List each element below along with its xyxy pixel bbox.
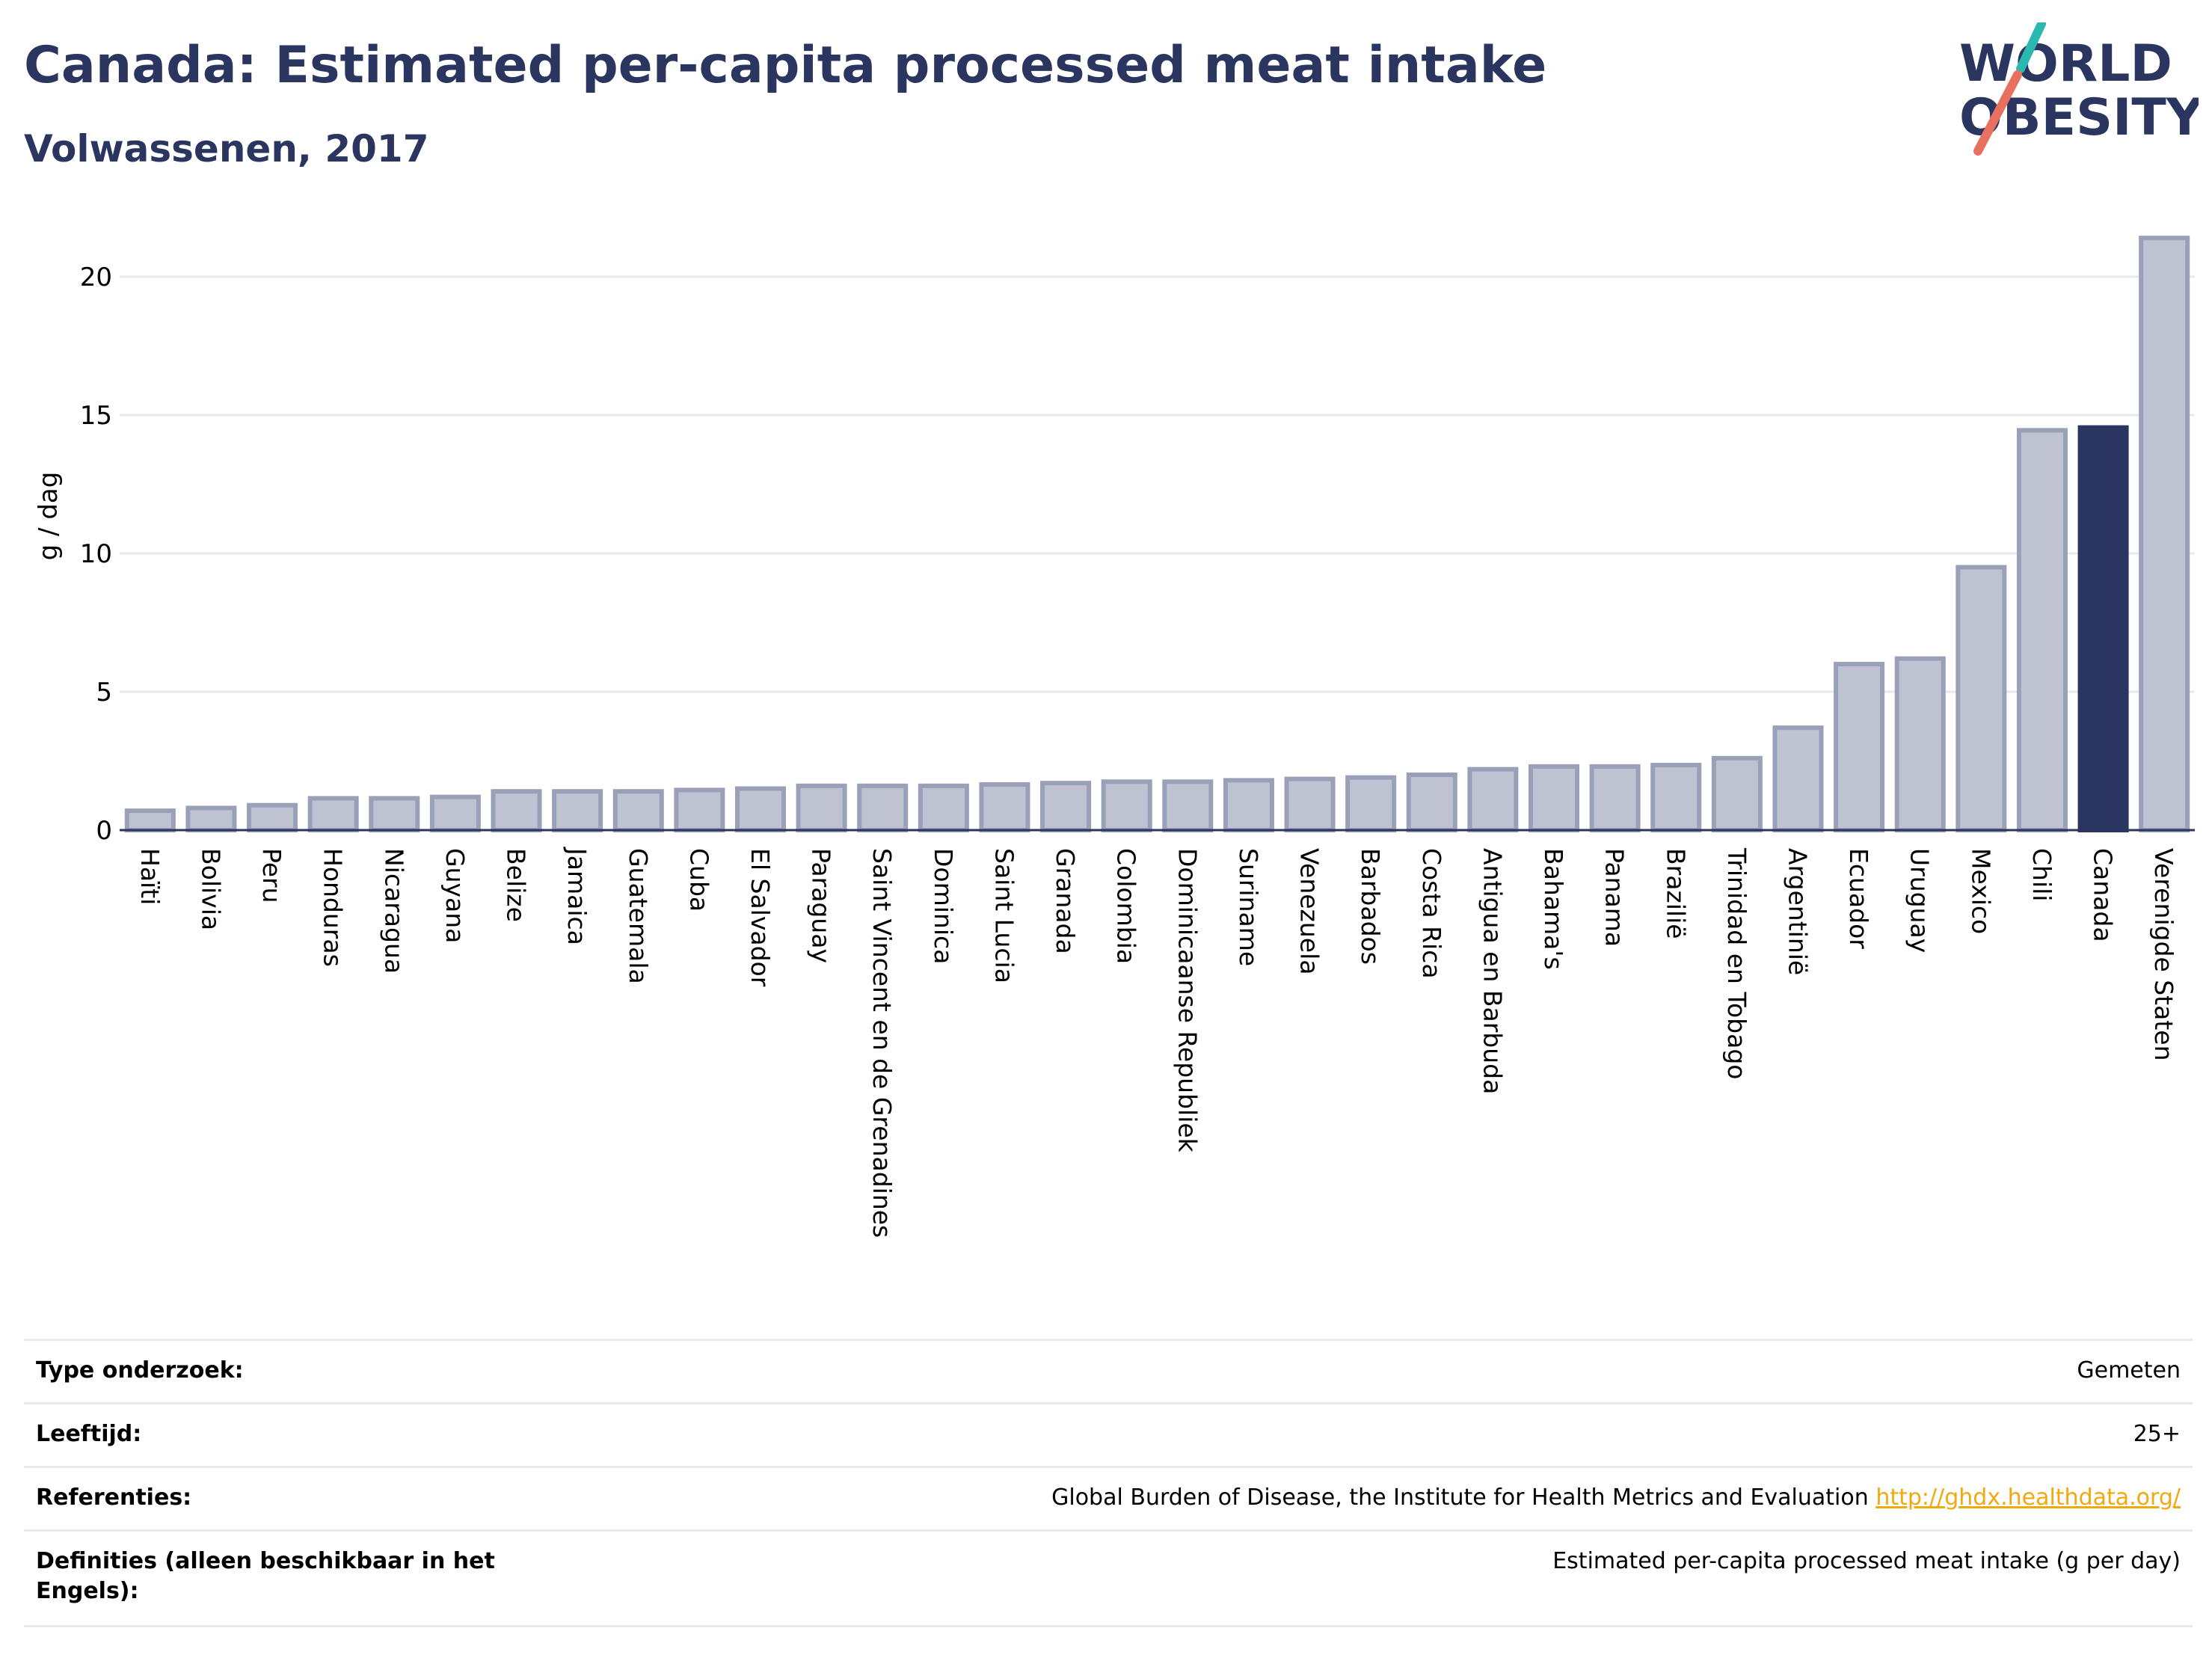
x-tick-label: Granada bbox=[1051, 848, 1080, 954]
x-tick-label: Chili bbox=[2027, 848, 2056, 901]
gridlines bbox=[120, 275, 2195, 693]
bar bbox=[1650, 763, 1702, 832]
bar bbox=[185, 805, 237, 833]
bar bbox=[674, 787, 725, 832]
info-value: Global Burden of Disease, the Institute … bbox=[1051, 1484, 2181, 1511]
info-value: 25+ bbox=[2133, 1421, 2181, 1447]
x-tick-label: Canada bbox=[2089, 848, 2118, 942]
info-label: Definities (alleen beschikbaar in het En… bbox=[36, 1548, 495, 1604]
bar bbox=[918, 783, 969, 833]
x-tick-label: Jamaica bbox=[562, 847, 592, 945]
x-tick-label: Honduras bbox=[319, 848, 348, 967]
info-table: Type onderzoek: Gemeten Leeftijd: 25+ Refere… bbox=[24, 1339, 2193, 1627]
bar bbox=[979, 782, 1030, 832]
x-tick-label: Barbados bbox=[1356, 848, 1385, 965]
bar bbox=[247, 802, 298, 832]
bar bbox=[1040, 781, 1092, 832]
bar bbox=[857, 783, 909, 833]
bar bbox=[1956, 565, 2007, 832]
x-tick-label: Saint Vincent en de Grenadines bbox=[867, 848, 897, 1238]
bar bbox=[2077, 425, 2129, 832]
x-tick-label: Verenigde Staten bbox=[2149, 848, 2178, 1061]
bar bbox=[1406, 773, 1457, 832]
bar bbox=[1345, 775, 1397, 832]
logo-slash-coral bbox=[1973, 70, 2022, 156]
bar bbox=[1101, 779, 1152, 832]
info-row: Referenties: Global Burden of Disease, th… bbox=[24, 1466, 2193, 1529]
x-tick-label: Haïti bbox=[135, 848, 165, 905]
y-tick-label: 5 bbox=[96, 678, 112, 707]
x-axis-labels: Haïti Bolivia Peru Honduras Nicaragua Guyana B… bbox=[135, 847, 2178, 1238]
x-tick-label: Paraguay bbox=[807, 848, 836, 963]
bar bbox=[1589, 764, 1641, 833]
info-row: Type onderzoek: Gemeten bbox=[24, 1339, 2193, 1402]
chart-subtitle: Volwassenen, 2017 bbox=[24, 127, 429, 171]
y-axis-label: g / dag bbox=[34, 472, 64, 561]
x-tick-label: Mexico bbox=[1966, 848, 1995, 934]
chart-title: Canada: Estimated per-capita processed m… bbox=[24, 36, 1547, 95]
bar bbox=[734, 786, 786, 832]
bar bbox=[1711, 755, 1763, 832]
bar bbox=[2139, 236, 2190, 832]
x-tick-label: Saint Lucia bbox=[989, 848, 1019, 983]
info-value: Estimated per-capita processed meat inta… bbox=[1552, 1548, 2181, 1574]
bar bbox=[2016, 428, 2068, 832]
reference-link[interactable]: http://ghdx.healthdata.org/ bbox=[1875, 1484, 2181, 1511]
y-tick-label: 20 bbox=[80, 262, 112, 292]
info-label: Leeftijd: bbox=[36, 1421, 142, 1447]
x-tick-label: Peru bbox=[257, 848, 286, 903]
x-tick-label: Belize bbox=[502, 848, 531, 922]
bar bbox=[1772, 725, 1824, 832]
bar bbox=[491, 789, 542, 832]
x-tick-label: Uruguay bbox=[1905, 848, 1935, 953]
x-tick-label: Argentinië bbox=[1783, 848, 1812, 975]
x-tick-label: Panama bbox=[1600, 848, 1629, 947]
bar bbox=[1467, 767, 1519, 832]
x-tick-label: Dominica bbox=[929, 848, 958, 964]
bar bbox=[1284, 776, 1336, 833]
bar bbox=[1162, 779, 1214, 832]
bar bbox=[1529, 764, 1580, 833]
y-tick-label: 15 bbox=[80, 401, 112, 431]
x-tick-label: Guatemala bbox=[624, 848, 653, 984]
x-tick-label: Bolivia bbox=[196, 848, 225, 930]
bar bbox=[307, 796, 359, 832]
bar bbox=[124, 808, 176, 832]
x-tick-label: Ecuador bbox=[1844, 848, 1873, 949]
x-tick-label: Bahama's bbox=[1539, 848, 1568, 970]
bar bbox=[1223, 778, 1274, 833]
logo-slash-teal bbox=[2016, 22, 2046, 73]
bar bbox=[796, 783, 847, 833]
x-tick-label: Colombia bbox=[1112, 848, 1141, 964]
x-tick-label: Cuba bbox=[684, 848, 713, 912]
y-tick-label: 0 bbox=[96, 816, 112, 846]
bar bbox=[369, 796, 420, 832]
x-tick-label: Dominicaanse Republiek bbox=[1173, 848, 1202, 1153]
x-tick-label: Suriname bbox=[1234, 848, 1263, 966]
info-label: Type onderzoek: bbox=[36, 1357, 244, 1384]
bar bbox=[1894, 656, 1946, 832]
x-tick-label: Brazilië bbox=[1661, 848, 1690, 939]
info-value: Gemeten bbox=[2077, 1357, 2181, 1384]
x-tick-label: Costa Rica bbox=[1417, 848, 1446, 979]
x-tick-label: Antigua en Barbuda bbox=[1478, 848, 1507, 1094]
bar bbox=[612, 789, 664, 832]
bar bbox=[1834, 662, 1885, 832]
info-row: Leeftijd: 25+ bbox=[24, 1402, 2193, 1466]
x-tick-label: Trinidad en Tobago bbox=[1722, 847, 1751, 1080]
bars bbox=[124, 236, 2190, 833]
bar bbox=[429, 794, 481, 832]
info-label: Referenties: bbox=[36, 1484, 192, 1511]
y-axis-ticks: 0 5 10 15 20 bbox=[80, 262, 112, 846]
bar bbox=[552, 789, 603, 832]
world-obesity-logo: WORLD OBESITY bbox=[1959, 22, 2199, 156]
logo-text-world: WORLD bbox=[1959, 34, 2172, 93]
x-tick-label: Venezuela bbox=[1295, 848, 1324, 974]
y-tick-label: 10 bbox=[80, 539, 112, 569]
x-tick-label: Guyana bbox=[440, 848, 470, 943]
x-tick-label: El Salvador bbox=[746, 848, 775, 987]
bar-chart: 0 5 10 15 20 Haïti Bolivia Peru Honduras Nicarag… bbox=[34, 236, 2195, 1238]
info-row: Definities (alleen beschikbaar in het En… bbox=[24, 1529, 2193, 1627]
x-tick-label: Nicaragua bbox=[379, 848, 408, 974]
